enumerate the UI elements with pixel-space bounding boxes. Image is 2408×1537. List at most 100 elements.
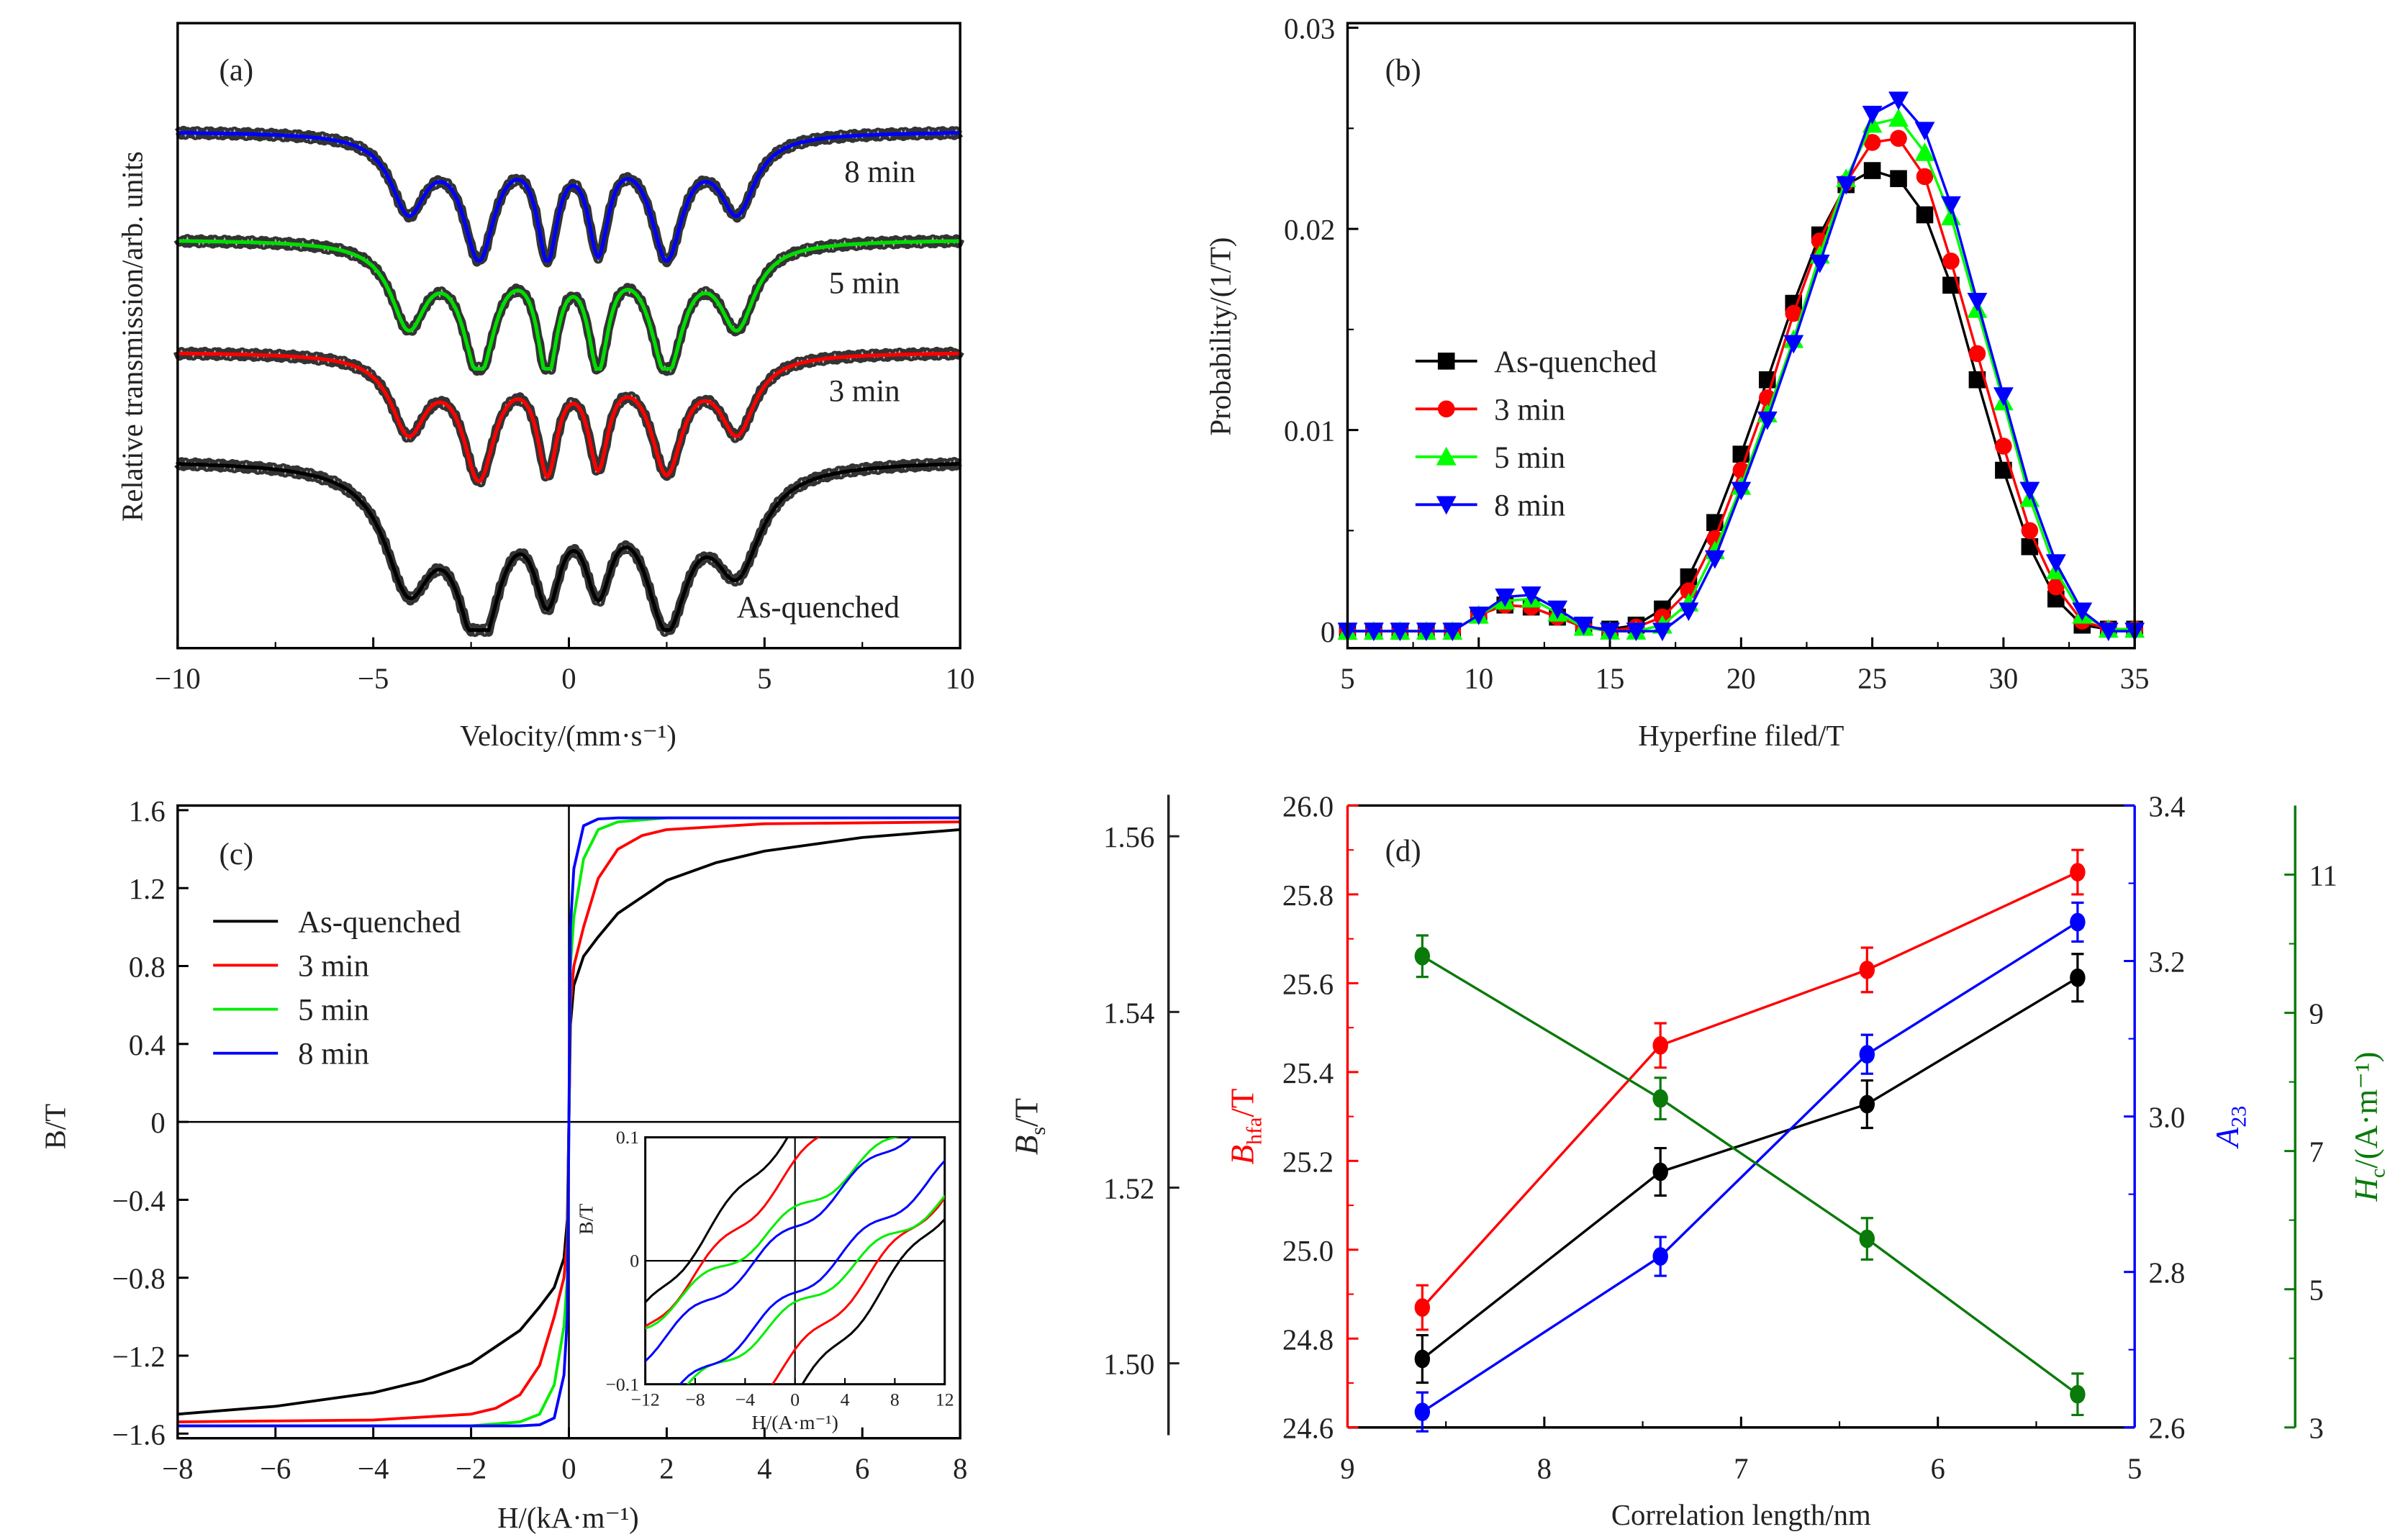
axis-symbol: B [1225,1145,1261,1165]
y-tick-label: −1.6 [112,1418,166,1451]
data-point-square [1968,371,1986,389]
inset-x-tick-label: 4 [841,1389,850,1410]
data-point [1414,1298,1431,1317]
series-0 [1339,162,2143,640]
legend-label: 3 min [1494,393,1565,427]
x-tick-label: 6 [855,1453,869,1485]
y-tick-label: 2.8 [2148,1257,2185,1289]
data-point [1652,1247,1668,1266]
fit-curve [177,351,961,484]
data-point-triangle-down [1809,254,1830,273]
y-tick-label: 5 [2309,1274,2324,1307]
data-point-triangle-down [2019,481,2040,501]
data-point-circle [1916,168,1934,186]
series-line [1421,921,2078,1413]
y-axis-label: B/T [39,1104,71,1149]
panel-a: −10 −5 0 5 10 Velocity/(mm·s⁻¹) Relative trans… [117,54,975,752]
legend-label: 3 min [298,949,369,983]
x-tick-label: 5 [757,662,771,694]
panel-label: (a) [219,54,254,88]
panel-label: (c) [219,838,254,871]
series-1 [1339,130,2143,640]
series-label: 3 min [829,375,900,409]
series-line [1421,871,2078,1309]
series-a23 [1414,901,2086,1433]
series-line [1347,169,2135,633]
y-tick-label: 25.2 [1282,1146,1334,1178]
y-tick-label: 26.0 [1282,790,1334,822]
data-point-square [1437,353,1455,370]
x-tick-label: −10 [155,662,201,694]
data-point-circle [1863,134,1881,151]
inset-branch [771,1197,945,1384]
axis-bs: 1.50 1.52 1.54 1.56 Bs/T [1008,794,1180,1436]
legend-label: 5 min [1494,441,1565,475]
data-point-triangle-down [1993,387,2014,407]
y-tick-label: 3 [2309,1413,2324,1445]
y-tick-label: 0 [150,1107,165,1139]
axis-subscript: s [1026,1127,1050,1135]
data-point [1414,946,1431,966]
y-tick-label: 9 [2309,998,2324,1030]
y-tick-label: 7 [2309,1136,2324,1169]
data-point-square [2047,590,2065,608]
x-tick-label: 20 [1726,662,1756,694]
axis-symbol: A [2209,1127,2245,1149]
data-point [1859,1045,1875,1064]
data-point-triangle-down [1573,616,1594,635]
data-point-triangle-down [1652,622,1673,642]
inset-lines [645,1137,945,1384]
x-tick-label: 35 [2120,662,2150,694]
y-tick-label: 1.6 [129,795,166,828]
data-point-square [1890,170,1907,188]
y-tick-label: 0.02 [1284,214,1335,246]
series-line [1347,117,2135,633]
data-point-triangle-down [1416,622,1436,642]
fit-curve [177,131,961,263]
inset-y-tick-label: −0.1 [605,1374,639,1395]
axis-subscript: hfa [1242,1117,1266,1145]
x-tick-label: 5 [2127,1453,2142,1485]
y-tick-label: 1.54 [1103,997,1154,1029]
y-tick-label: 3.2 [2148,946,2185,979]
data-point-circle [1785,304,1803,322]
y-tick-label: 1.50 [1103,1348,1154,1381]
data-point-triangle-up [1914,142,1935,161]
legend-label: 5 min [298,994,369,1028]
data-point-triangle-down [1757,411,1778,430]
panel-b: 5 10 15 20 25 30 35 0 0.01 0.02 0.03 Hyperfine file… [1204,13,2149,752]
data-point-circle [1437,400,1455,418]
y-tick-label: 0.8 [129,951,166,984]
panel-a-frame [176,22,961,650]
data-point-triangle-down [1521,586,1542,605]
x-axis-label: Hyperfine filed/T [1638,720,1844,752]
x-tick-label: 10 [1464,662,1493,694]
data-point-triangle-down [2072,602,2093,622]
axis-symbol: H [2348,1176,2384,1202]
data-point [1859,1094,1875,1114]
inset-x-tick-label: 8 [890,1389,900,1410]
inset-y-axis-label: B/T [576,1204,598,1235]
x-tick-label: −8 [162,1453,193,1485]
series-2 [1337,108,2145,640]
data-point-triangle-down [1967,292,1988,312]
x-axis-label: H/(kA·m⁻¹) [497,1502,639,1534]
inset-branch [801,1218,945,1384]
x-tick-label: −6 [260,1453,291,1485]
inset-plot: −12 −8 −4 0 4 8 12 −0.1 0 0.1 H/(A·m⁻¹) B/T [576,1127,954,1434]
series-line [1421,976,2078,1360]
x-tick-label: 0 [561,662,576,694]
y-tick-label: 0.4 [129,1029,166,1061]
data-point-triangle-down [1678,602,1699,622]
data-point-triangle-down [1600,622,1620,642]
x-tick-label: 2 [659,1453,674,1485]
data-point-triangle-down [1862,105,1883,124]
data-point-triangle-down [1436,496,1457,515]
y-tick-label: 0 [1321,616,1335,648]
data-point-circle [2047,578,2065,596]
data-point-triangle-down [1468,606,1489,625]
data-point [1859,1229,1875,1248]
data-point [1414,1349,1431,1369]
data-point-circle [2021,522,2039,540]
